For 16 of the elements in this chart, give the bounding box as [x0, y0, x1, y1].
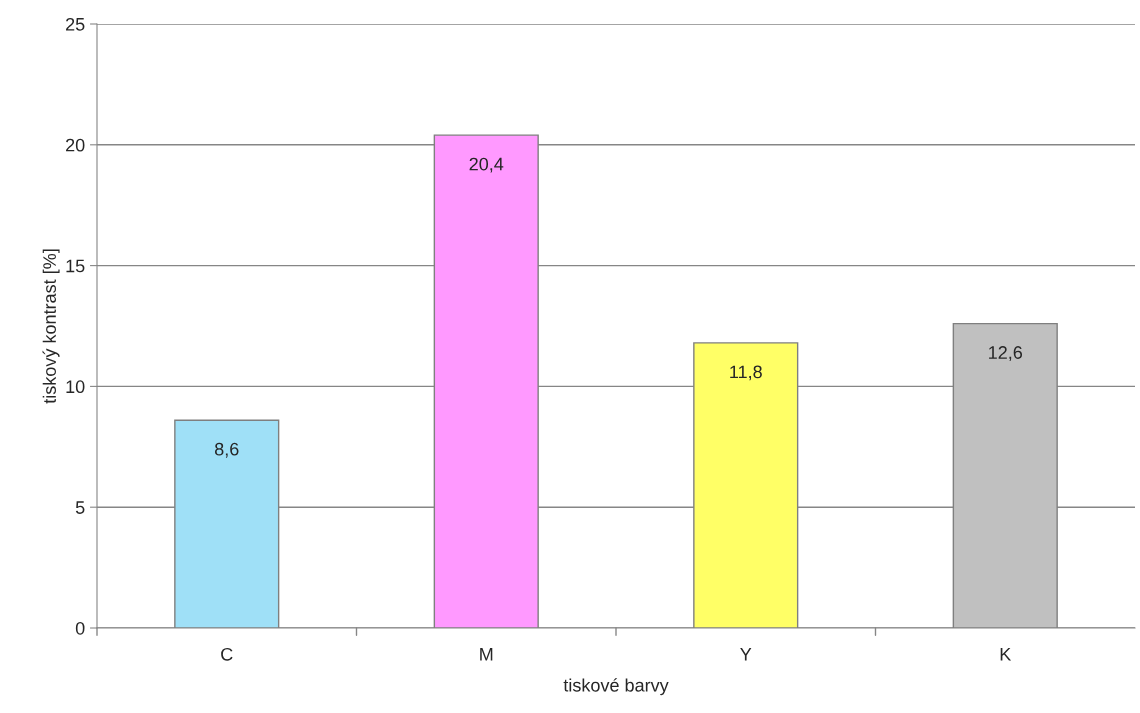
y-tick-label: 20 [66, 138, 85, 152]
data-label: 8,6 [214, 442, 239, 458]
x-tick-label: C [221, 647, 233, 661]
x-axis-title: tiskové barvy [563, 678, 669, 696]
x-tick-label: K [1000, 648, 1012, 661]
data-label: 11,8 [730, 365, 762, 381]
y-axis-title: tiskový kontrast [%] [42, 249, 60, 404]
y-tick-label: 0 [75, 621, 85, 635]
y-tick-label: 10 [66, 380, 85, 394]
data-label: 20,4 [469, 157, 504, 173]
y-tick-label: 15 [66, 259, 85, 273]
x-tick-label: Y [740, 648, 752, 661]
x-tick-label: M [480, 648, 493, 661]
data-label: 12,6 [989, 346, 1023, 362]
y-tick-label: 5 [75, 501, 85, 514]
y-tick-label: 25 [66, 17, 85, 31]
